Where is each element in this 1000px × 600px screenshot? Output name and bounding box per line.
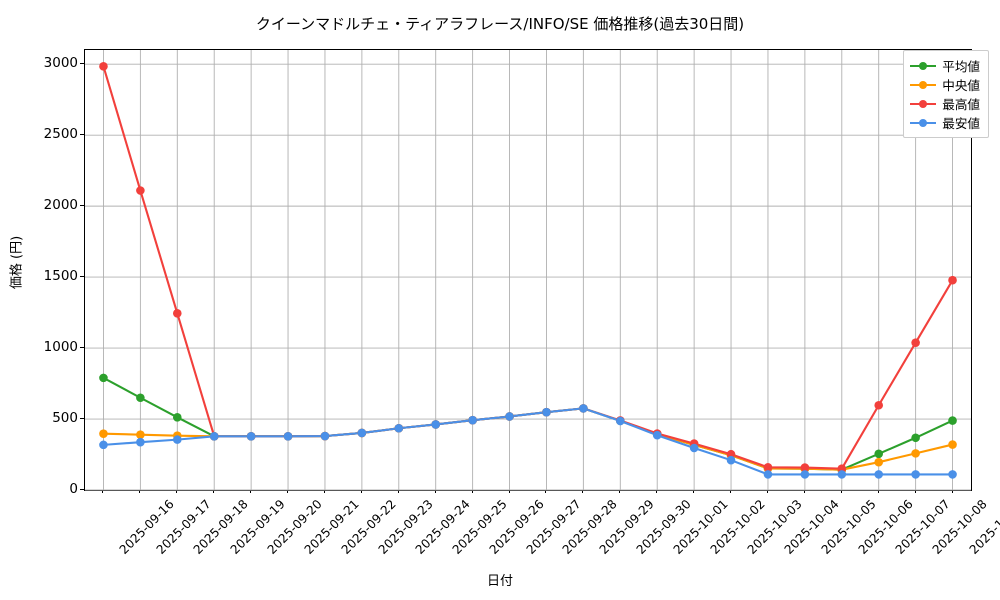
legend-label: 平均値 [942,59,980,74]
legend-swatch-icon [910,60,937,72]
series-point [726,449,736,459]
x-tick-label: 2025-09-26 [486,497,547,557]
x-tick-label: 2025-10-05 [818,497,879,557]
series-point [800,470,810,479]
series-point [542,407,551,417]
x-tick-label: 2025-09-16 [117,497,178,557]
y-tick-label: 2500 [43,126,78,143]
x-tick-label: 2025-09-20 [264,497,325,557]
series-point [948,275,957,285]
legend-label: 中央値 [942,78,980,93]
series-point [394,423,404,433]
x-tick-label: 2025-09-23 [375,497,436,557]
legend-swatch-icon [910,98,937,110]
x-tick-label: 2025-09-25 [449,497,510,557]
series-point [320,431,330,441]
series-point [911,433,920,443]
series-point [726,455,736,465]
legend-label: 最安値 [942,116,980,131]
y-tick-label: 1000 [43,339,78,356]
series-point [652,430,662,440]
legend-swatch-icon [910,117,937,129]
series-point [283,432,293,441]
x-tick-label: 2025-09-30 [634,497,695,557]
x-tick-label: 2025-09-18 [191,497,252,557]
series-line-1 [102,407,954,471]
x-tick-label: 2025-09-19 [227,497,288,557]
legend-item-0[interactable]: 平均値 [910,56,980,75]
series-point [874,470,884,479]
series-line-0 [102,376,954,471]
series-point [99,440,108,450]
series-point [763,462,773,472]
series-point [136,437,145,447]
series-line-3 [102,407,954,476]
series-point [357,428,367,438]
x-tick-label: 2025-09-17 [154,497,215,557]
series-point [172,413,182,422]
series-point [209,432,219,441]
series-point [99,62,108,71]
series-point [911,470,920,479]
y-tick-label: 3000 [43,55,78,72]
series-point [505,412,514,421]
series-point [874,400,884,410]
legend-label: 最高値 [942,97,980,112]
series-point [468,415,477,425]
x-tick-label: 2025-09-24 [412,497,473,557]
series-point [136,186,145,195]
series-point [136,430,145,439]
y-axis-label: 価格 (円) [9,235,25,290]
x-tick-label: 2025-09-21 [301,497,362,557]
x-tick-label: 2025-10-08 [929,497,990,557]
series-point [246,432,256,441]
x-tick-label: 2025-09-22 [338,497,399,557]
x-tick-label: 2025-10-04 [781,497,842,557]
series-point [948,470,957,479]
series-point [800,463,810,472]
y-tick-label: 0 [69,481,78,497]
x-tick-label: 2025-10-03 [744,497,805,557]
series-point [579,404,588,413]
legend-item-2[interactable]: 最高値 [910,94,980,113]
series-point [948,440,957,449]
series-point [689,443,699,453]
series-point [136,393,145,403]
series-point [615,416,625,426]
series-point [172,435,182,444]
series-point [763,470,773,479]
series-point [874,449,884,459]
series-point [874,457,884,467]
series-line-2 [102,65,954,470]
data-series-layer [99,62,957,479]
x-tick-label: 2025-09-27 [523,497,584,557]
series-point [911,449,920,458]
series-point [948,416,957,425]
x-tick-label: 2025-10-01 [670,497,731,557]
legend-item-3[interactable]: 最安値 [910,113,980,132]
x-axis-label: 日付 [486,574,513,589]
plot-area [84,49,972,491]
x-tick-label: 2025-10-09 [966,497,1000,557]
chart-legend: 平均値中央値最高値最安値 [903,50,989,138]
x-tick-label: 2025-10-06 [855,497,916,557]
x-tick-label: 2025-10-07 [892,497,953,557]
grid-lines [85,50,971,491]
series-point [837,470,847,479]
legend-item-1[interactable]: 中央値 [910,75,980,94]
series-point [172,308,182,318]
x-tick-label: 2025-09-29 [597,497,658,557]
x-tick-label: 2025-09-28 [560,497,621,557]
series-point [911,338,920,347]
legend-swatch-icon [910,79,937,91]
series-point [99,373,108,383]
x-tick-label: 2025-10-02 [707,497,768,557]
y-tick-label: 500 [52,410,78,427]
chart-title: クイーンマドルチェ・ティアラフレース/INFO/SE 価格推移(過去30日間) [255,15,745,33]
series-point [99,429,108,438]
series-point [431,420,441,429]
y-tick-label: 2000 [43,197,78,214]
